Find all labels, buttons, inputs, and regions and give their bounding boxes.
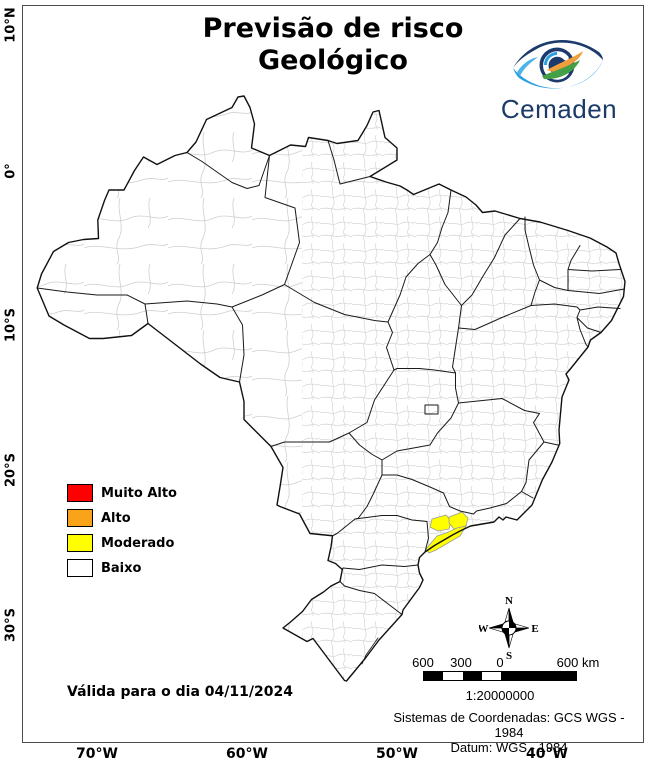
legend-swatch-alto xyxy=(67,509,93,527)
map-title-line1: Previsão de risco xyxy=(202,13,464,44)
lon-label-60w: 60°W xyxy=(226,746,268,762)
validity-note: Válida para o dia 04/11/2024 xyxy=(67,684,293,700)
scale-bar-segment xyxy=(443,672,463,680)
legend-item-baixo: Baixo xyxy=(67,559,141,577)
cemaden-wordmark: Cemaden xyxy=(500,94,618,124)
scale-bar-segment xyxy=(424,672,444,680)
legend-label-alto: Alto xyxy=(101,510,131,526)
map-title-line2: Geológico xyxy=(258,45,408,76)
compass-north-label: N xyxy=(505,595,513,607)
legend-label-baixo: Baixo xyxy=(101,560,142,576)
lon-label-70w: 70°W xyxy=(76,746,118,762)
datum-line: Datum: WGS - 1984 xyxy=(450,740,568,755)
lon-label-50w: 50°W xyxy=(376,746,418,762)
scale-bar-segment xyxy=(501,672,576,680)
cemaden-eye-icon xyxy=(513,40,603,89)
lat-label-20s: 20°S xyxy=(3,453,19,487)
scalebar-label-0: 0 xyxy=(496,655,504,670)
lat-label-10s: 10°S xyxy=(3,308,19,342)
scale-bar xyxy=(423,671,577,681)
coordinate-system-info: Sistemas de Coordenadas: GCS WGS - 1984 … xyxy=(378,710,640,755)
df-square xyxy=(424,404,439,415)
legend-item-muito-alto: Muito Alto xyxy=(67,484,177,502)
legend-label-muito-alto: Muito Alto xyxy=(101,485,177,501)
legend-swatch-baixo xyxy=(67,559,93,577)
lat-label-0: 0° xyxy=(3,163,19,179)
scale-bar-segment xyxy=(481,672,501,680)
compass-west-label: W xyxy=(479,623,489,635)
legend-swatch-moderado xyxy=(67,534,93,552)
cemaden-logo: Cemaden xyxy=(474,30,644,125)
lat-label-30s: 30°S xyxy=(3,608,19,642)
scale-ratio: 1:20000000 xyxy=(465,688,535,703)
lon-label-40w: 40°W xyxy=(526,746,568,762)
state-borders xyxy=(36,140,625,665)
compass-east-label: E xyxy=(531,623,538,635)
brazil-risk-map xyxy=(36,95,626,682)
compass-south-label: S xyxy=(506,650,512,661)
map-title: Previsão de risco Geológico xyxy=(22,13,644,77)
legend-label-moderado: Moderado xyxy=(101,535,175,551)
coordinate-system-line: Sistemas de Coordenadas: GCS WGS - 1984 xyxy=(393,710,625,740)
lat-label-10n: 10°N xyxy=(3,7,19,43)
compass-rose-icon: N E S W xyxy=(479,595,539,661)
scalebar-label-600-left: 600 xyxy=(412,655,434,670)
highlight-municipality xyxy=(429,514,452,532)
legend-item-alto: Alto xyxy=(67,509,131,527)
legend-item-moderado: Moderado xyxy=(67,534,174,552)
scale-bar-segment xyxy=(462,672,482,680)
legend-swatch-muito-alto xyxy=(67,484,93,502)
scalebar-label-600km: 600 km xyxy=(556,655,600,670)
scalebar-label-300: 300 xyxy=(450,655,472,670)
